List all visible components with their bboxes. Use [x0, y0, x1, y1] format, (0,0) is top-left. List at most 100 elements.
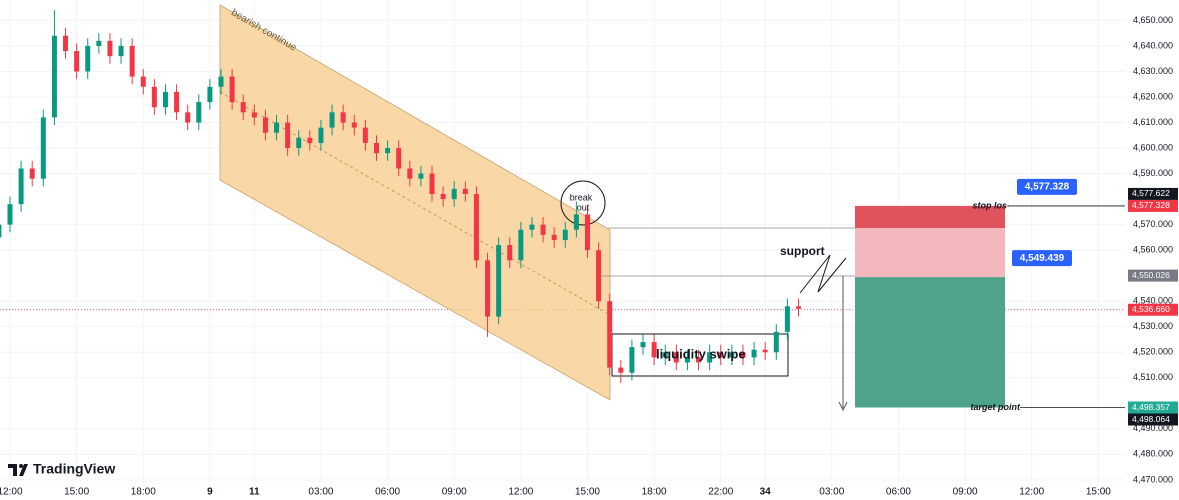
- candle-body: [795, 306, 801, 309]
- target-zone: [855, 277, 1005, 408]
- candle-body: [385, 148, 391, 154]
- candle-body: [40, 117, 46, 179]
- candle-body: [540, 224, 546, 235]
- candle-body: [29, 168, 35, 179]
- arrow-head: [838, 401, 848, 412]
- candle-body: [529, 224, 535, 230]
- candle-body: [307, 137, 313, 143]
- candle-body: [473, 194, 479, 261]
- candle-body: [496, 245, 502, 317]
- y-tick-label: 4,630.000: [1133, 66, 1173, 76]
- x-tick-label: 09:00: [953, 487, 978, 498]
- x-tick-label: 03:00: [819, 487, 844, 498]
- axis-price-label: 4,498.357: [1132, 402, 1170, 412]
- axis-price-label: 4,498.064: [1132, 414, 1170, 424]
- x-tick-label: 12:00: [1019, 487, 1044, 498]
- candle-body: [784, 306, 790, 332]
- candle-body: [118, 45, 124, 57]
- breakout-circle: [560, 180, 606, 226]
- stop-zone-overlap: [855, 205, 1005, 228]
- candle-body: [262, 117, 268, 133]
- axis-price-tag: [1128, 303, 1178, 316]
- plot: [0, 10, 1125, 408]
- axis-price-tag: [1128, 413, 1178, 426]
- candle-body: [673, 352, 679, 363]
- candle-body: [274, 122, 280, 133]
- annotation: support: [780, 244, 825, 258]
- x-tick-label: 15:00: [64, 487, 89, 498]
- candle-body: [507, 245, 513, 261]
- candle-body: [74, 51, 80, 72]
- brand-name: TradingView: [33, 461, 115, 477]
- candle-body: [773, 331, 779, 353]
- candle-body: [18, 168, 24, 205]
- y-tick-label: 4,530.000: [1133, 321, 1173, 331]
- axis-price-label: 4,577.622: [1132, 188, 1170, 198]
- candle-body: [396, 148, 402, 169]
- y-tick-label: 4,650.000: [1133, 15, 1173, 25]
- annotation: liquidity swipe: [656, 346, 746, 361]
- branding: TradingView: [8, 461, 115, 477]
- candle-body: [373, 142, 379, 154]
- candle-body: [707, 352, 713, 363]
- y-tick-label: 4,510.000: [1133, 372, 1173, 382]
- x-tick-label: 06:00: [375, 487, 400, 498]
- y-tick-label: 4,610.000: [1133, 117, 1173, 127]
- channel-midline: [219, 91, 611, 316]
- logo-icon: [19, 464, 23, 468]
- y-tick-label: 4,600.000: [1133, 142, 1173, 152]
- candle-body: [285, 122, 291, 149]
- y-tick-label: 4,470.000: [1133, 474, 1173, 484]
- candle-body: [485, 260, 491, 317]
- candle-body: [96, 40, 102, 46]
- x-tick-label: 09:00: [442, 487, 467, 498]
- candle-body: [207, 86, 213, 103]
- candle-body: [607, 301, 613, 368]
- x-tick-label: 11: [249, 487, 260, 498]
- price-badge-label: 4,577.328: [1025, 182, 1070, 193]
- candle-body: [151, 86, 157, 108]
- candle-body: [729, 352, 735, 358]
- y-tick-label: 4,640.000: [1133, 40, 1173, 50]
- support-zigzag: [799, 254, 847, 294]
- axis-price-tag: [1128, 401, 1178, 414]
- axis-price-tag: [1128, 199, 1178, 212]
- candle-body: [551, 234, 557, 240]
- x-tick-label: 9: [207, 487, 213, 498]
- x-tick-label: 34: [760, 487, 772, 498]
- candle-body: [618, 367, 624, 373]
- price-badge-label: 4,549.439: [1020, 253, 1065, 264]
- candle-body: [696, 357, 702, 363]
- candle-body: [162, 91, 168, 108]
- candle-body: [351, 122, 357, 128]
- y-tick-label: 4,560.000: [1133, 245, 1173, 255]
- candle-body: [362, 127, 368, 143]
- candle-body: [651, 342, 657, 358]
- axis-price-tag: [1128, 187, 1178, 200]
- x-tick-label: 15:00: [575, 487, 600, 498]
- candle-body: [229, 76, 235, 103]
- bearish-channel: [219, 4, 611, 401]
- candle-body: [440, 194, 446, 200]
- price-badge: [1017, 178, 1077, 195]
- candle-body: [296, 137, 302, 149]
- annotation: break: [570, 192, 593, 202]
- candle-body: [407, 168, 413, 179]
- candle-body: [218, 76, 224, 87]
- candle-body: [718, 352, 724, 358]
- y-tick-label: 4,490.000: [1133, 423, 1173, 433]
- y-tick-label: 4,520.000: [1133, 347, 1173, 357]
- candle-body: [573, 214, 579, 230]
- candle-body: [584, 214, 590, 251]
- axis-price-tag: [1128, 269, 1178, 282]
- x-tick-label: 18:00: [131, 487, 156, 498]
- candle-body: [196, 102, 202, 123]
- annotation: out: [577, 202, 590, 212]
- y-tick-label: 4,590.000: [1133, 168, 1173, 178]
- x-tick-label: 18:00: [642, 487, 667, 498]
- x-tick-label: 12:00: [508, 487, 533, 498]
- candle-body: [684, 357, 690, 363]
- candle-body: [340, 112, 346, 123]
- y-tick-label: 4,570.000: [1133, 219, 1173, 229]
- candle-body: [751, 349, 757, 358]
